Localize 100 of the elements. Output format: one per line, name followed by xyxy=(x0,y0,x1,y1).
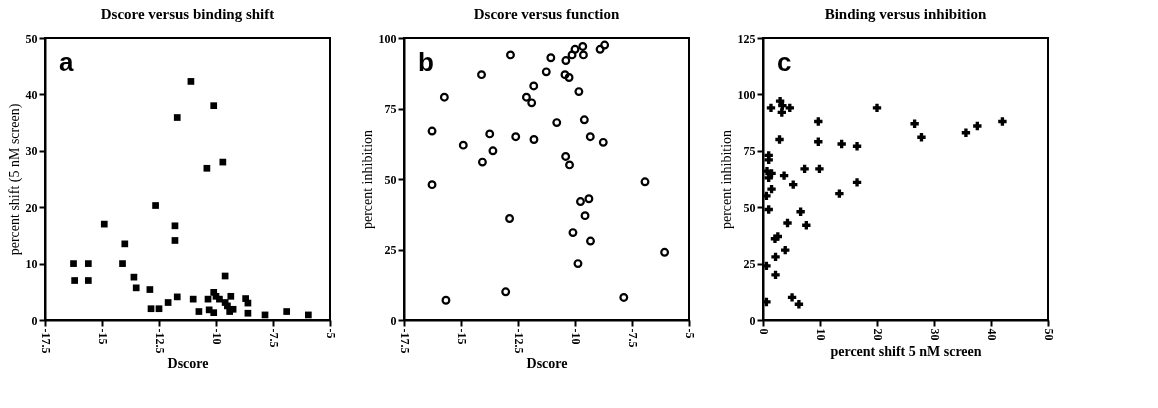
point xyxy=(598,137,608,147)
x-tick-label: 40 xyxy=(984,328,999,341)
y-tick-label: 100 xyxy=(378,31,397,46)
point xyxy=(586,236,595,246)
y-tick-label: 10 xyxy=(25,257,38,272)
point xyxy=(439,92,449,102)
point xyxy=(767,169,776,178)
y-tick-label: 0 xyxy=(390,313,397,328)
y-axis-title: percent shift (5 nM screen) xyxy=(6,103,23,256)
point xyxy=(560,70,570,80)
point xyxy=(521,92,531,102)
x-tick-label: -15 xyxy=(95,328,110,345)
y-tick-label: 100 xyxy=(737,87,756,102)
point xyxy=(917,133,926,142)
y-tick-label: 25 xyxy=(384,243,397,257)
point xyxy=(541,67,551,77)
point xyxy=(171,222,179,230)
point xyxy=(576,197,585,207)
point xyxy=(561,56,571,66)
point xyxy=(529,81,539,91)
y-tick-label: 50 xyxy=(25,31,38,46)
y-tick-label: 20 xyxy=(25,200,38,215)
point xyxy=(785,103,794,113)
chart-title: Binding versus inhibition xyxy=(824,6,988,22)
point xyxy=(781,245,790,255)
point xyxy=(564,73,574,82)
y-tick-label: 75 xyxy=(743,144,756,159)
point xyxy=(147,305,155,313)
point xyxy=(210,309,218,317)
point xyxy=(529,135,539,144)
point xyxy=(283,308,291,315)
point xyxy=(578,50,588,60)
point xyxy=(835,189,844,198)
point xyxy=(789,180,798,189)
y-axis-title: percent inhibition xyxy=(359,129,375,230)
point xyxy=(187,78,195,85)
point xyxy=(796,207,805,216)
point xyxy=(210,102,218,110)
point xyxy=(561,151,571,161)
point xyxy=(71,277,78,284)
y-tick-label: 50 xyxy=(384,172,397,187)
x-tick-label: -12.5 xyxy=(152,328,167,354)
point xyxy=(244,309,252,317)
point xyxy=(600,40,610,50)
x-tick-label: -17.5 xyxy=(38,328,53,354)
x-tick-label: -5 xyxy=(682,328,697,339)
x-tick-label: 20 xyxy=(870,328,885,341)
y-tick-label: 25 xyxy=(743,257,756,272)
x-tick-label: -17.5 xyxy=(397,328,412,354)
point xyxy=(477,157,487,167)
point xyxy=(802,221,811,230)
point xyxy=(771,270,780,280)
x-tick-label: 10 xyxy=(813,328,828,341)
x-tick-label: -12.5 xyxy=(511,328,526,354)
annotation: b xyxy=(418,47,434,77)
point xyxy=(546,53,556,63)
point xyxy=(146,286,154,293)
point xyxy=(511,132,521,142)
point xyxy=(121,240,129,248)
y-tick-label: 75 xyxy=(384,102,397,116)
point xyxy=(973,121,982,131)
point xyxy=(100,220,108,228)
y-axis-title: percent inhibition xyxy=(718,129,734,230)
point xyxy=(579,115,589,125)
y-tick-label: 0 xyxy=(31,313,38,328)
point xyxy=(775,135,784,144)
point xyxy=(961,128,971,137)
point xyxy=(787,293,797,302)
point xyxy=(189,295,197,303)
y-tick-label: 0 xyxy=(749,313,756,328)
point xyxy=(910,119,919,128)
x-tick-label: -10 xyxy=(209,328,224,345)
x-tick-label: 30 xyxy=(927,328,942,341)
point xyxy=(567,50,577,60)
point xyxy=(794,300,804,309)
point xyxy=(84,260,92,267)
x-tick-label: -7.5 xyxy=(625,328,640,348)
point xyxy=(219,158,227,166)
y-tick-label: 30 xyxy=(25,144,38,159)
annotation: c xyxy=(777,47,792,77)
point xyxy=(427,180,437,190)
point xyxy=(578,42,588,51)
point xyxy=(815,164,824,174)
point xyxy=(132,284,140,292)
point xyxy=(872,103,882,113)
chart-title: Dscore versus function xyxy=(473,6,620,22)
point xyxy=(570,44,580,54)
annotation: a xyxy=(59,47,74,77)
point xyxy=(767,184,776,194)
point xyxy=(619,292,629,302)
point xyxy=(505,214,515,223)
point xyxy=(568,228,578,238)
point xyxy=(573,259,583,269)
point xyxy=(227,292,235,300)
point xyxy=(800,164,809,174)
x-tick-label: -7.5 xyxy=(266,328,281,348)
point xyxy=(171,237,179,244)
point xyxy=(195,308,203,315)
point xyxy=(173,293,181,301)
y-tick-label: 50 xyxy=(743,200,756,215)
